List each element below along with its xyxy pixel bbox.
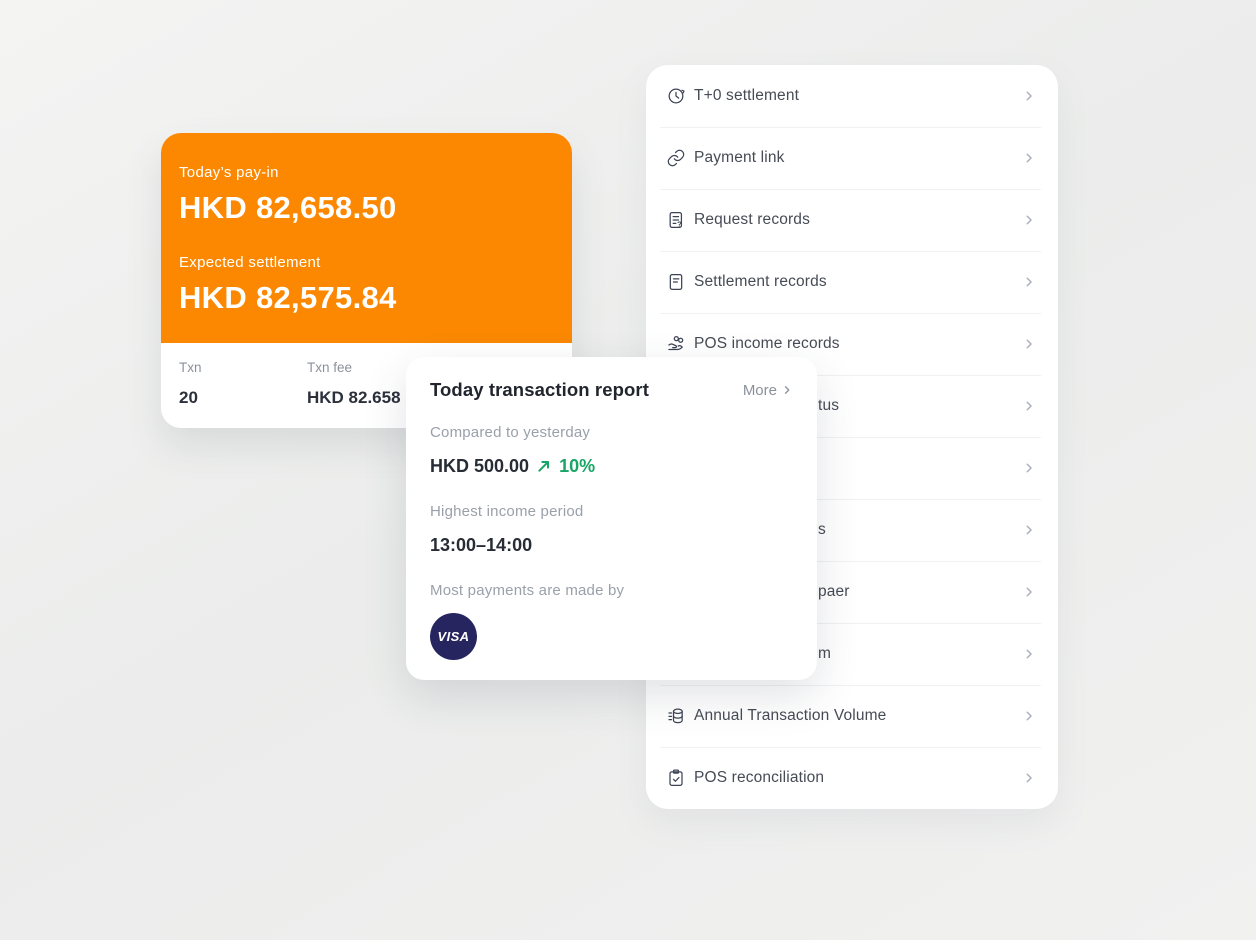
menu-item-obscured-2[interactable]	[646, 437, 1058, 499]
chevron-right-icon	[1022, 151, 1036, 165]
txn-fee-value: HKD 82.658	[307, 388, 401, 407]
chevron-right-icon	[1022, 399, 1036, 413]
link-icon	[666, 148, 686, 168]
chevron-right-icon	[781, 384, 793, 396]
menu-item-obscured-1[interactable]: tus	[646, 375, 1058, 437]
more-link-label: More	[742, 381, 777, 399]
methods-label: Most payments are made by	[430, 582, 625, 599]
period-label: Highest income period	[430, 503, 584, 520]
menu-item-label: POS income records	[694, 335, 840, 352]
compared-amount: HKD 500.00	[430, 456, 530, 476]
txn-fee-label: Txn fee	[307, 360, 353, 375]
menu-item-pos-income-records[interactable]: POS income records	[646, 313, 1058, 375]
report-header: Today transaction report More	[430, 379, 793, 401]
clock-arrow-icon	[666, 86, 686, 106]
visa-badge: VISA	[430, 613, 477, 660]
chevron-right-icon	[1022, 275, 1036, 289]
menu-item-label-fragment: m	[818, 645, 832, 662]
chevron-right-icon	[1022, 585, 1036, 599]
expected-settlement-label: Expected settlement	[179, 254, 321, 271]
payin-summary-card: Today’s pay-in HKD 82,658.50 Expected se…	[161, 133, 572, 428]
delta-percent: 10%	[559, 456, 596, 476]
menu-item-payment-link[interactable]: Payment link	[646, 127, 1058, 189]
chevron-right-icon	[1022, 337, 1036, 351]
document-lines-icon	[666, 272, 686, 292]
chevron-right-icon	[1022, 89, 1036, 103]
menu-item-label-fragment: paer	[818, 583, 850, 600]
menu-item-pos-reconciliation[interactable]: POS reconciliation	[646, 747, 1058, 809]
coin-stack-icon	[666, 706, 686, 726]
menu-item-t0-settlement[interactable]: T+0 settlement	[646, 65, 1058, 127]
txn-fee-column: Txn fee HKD 82.658	[307, 360, 435, 408]
menu-item-label-fragment: tus	[818, 397, 840, 414]
clipboard-check-icon	[666, 768, 686, 788]
menu-item-label: T+0 settlement	[694, 87, 800, 104]
chevron-right-icon	[1022, 771, 1036, 785]
hand-coins-icon	[666, 334, 686, 354]
menu-item-request-records[interactable]: ? Request records	[646, 189, 1058, 251]
payin-amount: HKD 82,658.50	[179, 190, 397, 225]
expected-settlement-amount: HKD 82,575.84	[179, 280, 397, 315]
txn-count-column: Txn 20	[179, 360, 307, 408]
chevron-right-icon	[1022, 647, 1036, 661]
menu-item-obscured-5[interactable]: m	[646, 623, 1058, 685]
payin-card-stats-area: Txn 20 Txn fee HKD 82.658	[161, 343, 572, 408]
payin-card-orange-area: Today’s pay-in HKD 82,658.50 Expected se…	[161, 133, 572, 343]
menu-item-label: Payment link	[694, 149, 785, 166]
menu-item-label: Settlement records	[694, 273, 827, 290]
txn-count-value: 20	[179, 388, 198, 407]
menu-item-label-fragment: s	[818, 521, 826, 538]
svg-text:?: ?	[677, 219, 682, 228]
report-title: Today transaction report	[430, 379, 649, 400]
document-question-icon: ?	[666, 210, 686, 230]
transaction-report-popup: Today transaction report More Compared t…	[406, 357, 817, 680]
menu-item-obscured-4[interactable]: paer	[646, 561, 1058, 623]
chevron-right-icon	[1022, 461, 1036, 475]
compared-value-row: HKD 500.00 10%	[430, 455, 793, 477]
menu-item-label: Request records	[694, 211, 810, 228]
chevron-right-icon	[1022, 709, 1036, 723]
more-link[interactable]: More	[743, 382, 793, 399]
menu-item-obscured-3[interactable]: s	[646, 499, 1058, 561]
txn-count-label: Txn	[179, 360, 202, 375]
visa-badge-text: VISA	[437, 629, 470, 644]
menu-item-label: Annual Transaction Volume	[694, 707, 887, 724]
compared-label: Compared to yesterday	[430, 424, 591, 441]
chevron-right-icon	[1022, 523, 1036, 537]
menu-item-annual-transaction-volume[interactable]: Annual Transaction Volume	[646, 685, 1058, 747]
trend-up-arrow-icon	[536, 458, 552, 474]
payin-label: Today’s pay-in	[179, 164, 279, 181]
chevron-right-icon	[1022, 213, 1036, 227]
menu-item-label: POS reconciliation	[694, 769, 825, 786]
period-value: 13:00–14:00	[430, 535, 533, 555]
menu-item-settlement-records[interactable]: Settlement records	[646, 251, 1058, 313]
